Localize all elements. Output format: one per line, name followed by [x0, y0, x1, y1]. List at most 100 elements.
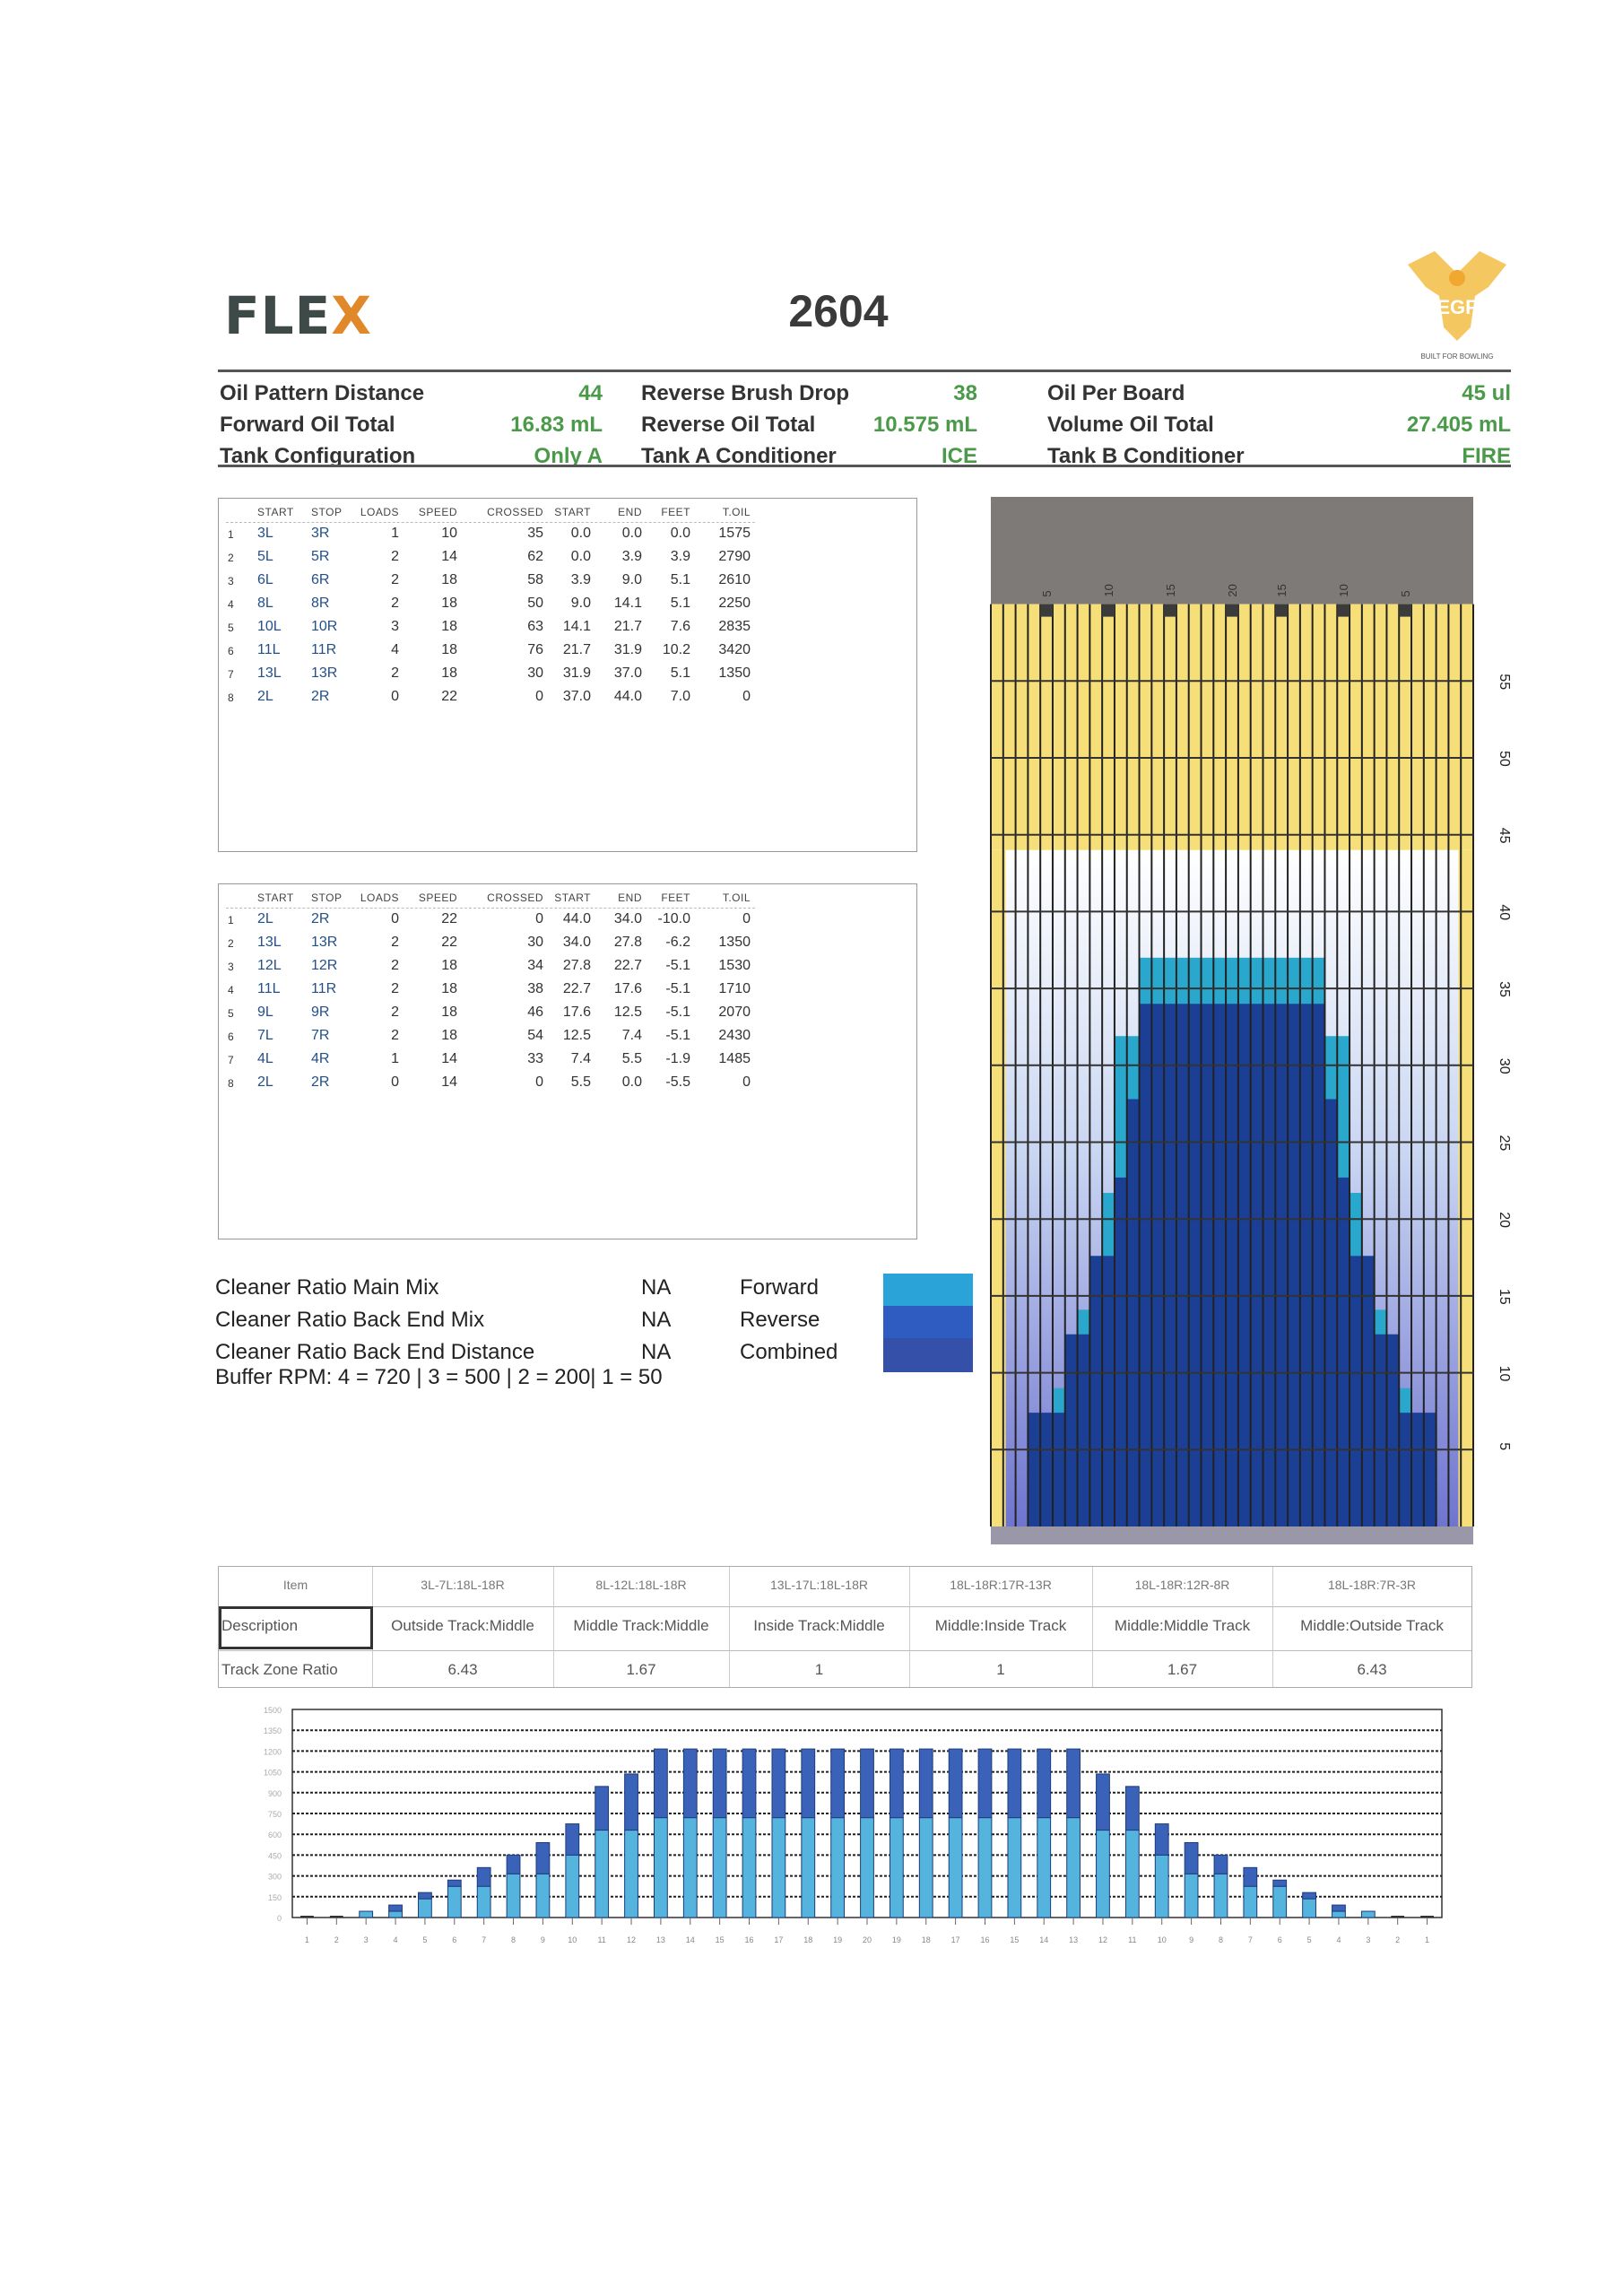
table-cell: -5.1 — [665, 1004, 690, 1020]
description-cell-highlight — [219, 1606, 373, 1649]
board-combined-oil — [1399, 1413, 1412, 1526]
table-cell: 5.1 — [670, 572, 690, 587]
board-combined-oil — [1102, 1256, 1115, 1526]
table-cell: 34.0 — [562, 935, 591, 950]
table-cell: 2L — [257, 911, 273, 926]
bar-forward — [624, 1830, 638, 1918]
bar-forward — [801, 1817, 816, 1918]
track-zone-description-cell: Outside Track:Middle — [391, 1617, 534, 1634]
table-cell: 3R — [311, 526, 330, 541]
table-cell: 0.0 — [670, 526, 690, 541]
x-tick-label: 17 — [951, 1935, 960, 1944]
feet-label: 50 — [1497, 751, 1512, 767]
board-combined-oil — [1139, 1004, 1152, 1526]
board-label: 5 — [1399, 590, 1412, 596]
cleaner-value: NA — [641, 1308, 672, 1332]
spec-label: Forward Oil Total — [220, 413, 395, 437]
board-combined-oil — [1237, 1004, 1251, 1526]
spec-label: Tank Configuration — [220, 444, 416, 468]
spec-value: 10.575 mL — [872, 413, 977, 437]
table-cell: 2430 — [718, 1028, 751, 1043]
spec-label: Oil Per Board — [1047, 381, 1185, 405]
x-tick-label: 14 — [686, 1935, 695, 1944]
bar-forward — [918, 1817, 933, 1918]
track-zone-ratio-cell: 6.43 — [447, 1661, 478, 1678]
column-header: START — [257, 506, 294, 518]
arrow-marker — [1040, 604, 1053, 617]
x-tick-label: 18 — [803, 1935, 812, 1944]
table-cell: 18 — [441, 642, 457, 657]
x-tick-label: 10 — [568, 1935, 577, 1944]
x-tick-label: 2 — [334, 1935, 339, 1944]
y-tick-label: 1350 — [264, 1726, 282, 1735]
table-cell: 13L — [257, 665, 282, 681]
table-cell: 3L — [257, 526, 273, 541]
board-combined-oil — [1151, 1004, 1165, 1526]
table-cell: 30 — [527, 935, 543, 950]
row-divider — [219, 1650, 1471, 1651]
x-tick-label: 16 — [745, 1935, 754, 1944]
buffer-rpm: Buffer RPM: 4 = 720 | 3 = 500 | 2 = 200|… — [215, 1365, 663, 1389]
bar-reverse — [476, 1866, 491, 1887]
spec-label: Tank A Conditioner — [641, 444, 837, 468]
feet-label: 25 — [1497, 1135, 1512, 1152]
svg-text:EGF: EGF — [1436, 296, 1477, 318]
bar-forward — [682, 1817, 698, 1918]
table-cell: -1.9 — [665, 1051, 690, 1066]
bar-forward — [1213, 1873, 1228, 1918]
track-zone-description-cell: Middle:Middle Track — [1114, 1617, 1251, 1634]
cleaner-value: NA — [641, 1275, 672, 1300]
reverse-loads-table: START STOP LOADS SPEED CROSSED START END FEET T.… — [218, 883, 917, 1239]
header-rule-top — [218, 370, 1511, 372]
feet-label: 55 — [1497, 674, 1512, 690]
board-label: 5 — [1040, 590, 1054, 596]
bar-forward — [771, 1817, 786, 1918]
board-label: 15 — [1275, 584, 1289, 596]
table-cell: 7R — [311, 1028, 330, 1043]
bar-forward — [1243, 1885, 1258, 1918]
spec-label: Tank B Conditioner — [1047, 444, 1245, 468]
board-combined-oil — [1213, 1004, 1227, 1526]
spec-value: 27.405 mL — [1406, 413, 1511, 437]
table-cell: 62 — [527, 549, 543, 564]
table-cell: 5.5 — [570, 1074, 591, 1090]
table-cell: 2070 — [718, 1004, 751, 1020]
left-gutter-strip — [991, 849, 1006, 1526]
row-number: 1 — [228, 528, 234, 541]
feet-label: 5 — [1497, 1442, 1512, 1450]
bar-reverse — [682, 1748, 698, 1819]
x-tick-label: 1 — [1425, 1935, 1429, 1944]
table-cell: 46 — [527, 1004, 543, 1020]
bar-forward — [1332, 1910, 1346, 1918]
x-tick-label: 14 — [1039, 1935, 1048, 1944]
table-cell: 1 — [391, 1051, 399, 1066]
bar-reverse — [1184, 1841, 1199, 1874]
bar-reverse — [889, 1748, 904, 1819]
lane-header-area — [991, 497, 1473, 604]
track-zone-headers-cell: 18L-18R:7R-3R — [1327, 1578, 1417, 1592]
board-combined-oil — [1263, 1004, 1276, 1526]
bar-zero-marker — [300, 1916, 314, 1918]
board-combined-oil — [1288, 1004, 1300, 1526]
bar-forward — [1154, 1854, 1169, 1918]
table-cell: -5.5 — [665, 1074, 690, 1090]
table-cell: 10 — [441, 526, 457, 541]
x-tick-label: 11 — [597, 1935, 605, 1944]
y-tick-label: 0 — [277, 1914, 282, 1923]
feet-label: 10 — [1497, 1366, 1512, 1382]
x-tick-label: 17 — [774, 1935, 783, 1944]
bar-forward — [565, 1854, 580, 1918]
table-cell: 0.0 — [621, 526, 642, 541]
arrow-marker — [1226, 604, 1238, 617]
x-tick-label: 12 — [1098, 1935, 1107, 1944]
table-cell: 21.7 — [613, 619, 642, 634]
track-zone-ratio-cell: 1.67 — [626, 1661, 656, 1678]
bar-forward — [418, 1898, 432, 1918]
column-divider — [1272, 1567, 1273, 1687]
y-tick-label: 300 — [268, 1873, 282, 1882]
row-divider — [219, 1606, 1471, 1607]
bar-reverse — [1213, 1854, 1228, 1874]
table-cell: 33 — [527, 1051, 543, 1066]
bar-reverse — [918, 1748, 933, 1819]
table-cell: -5.1 — [665, 981, 690, 996]
